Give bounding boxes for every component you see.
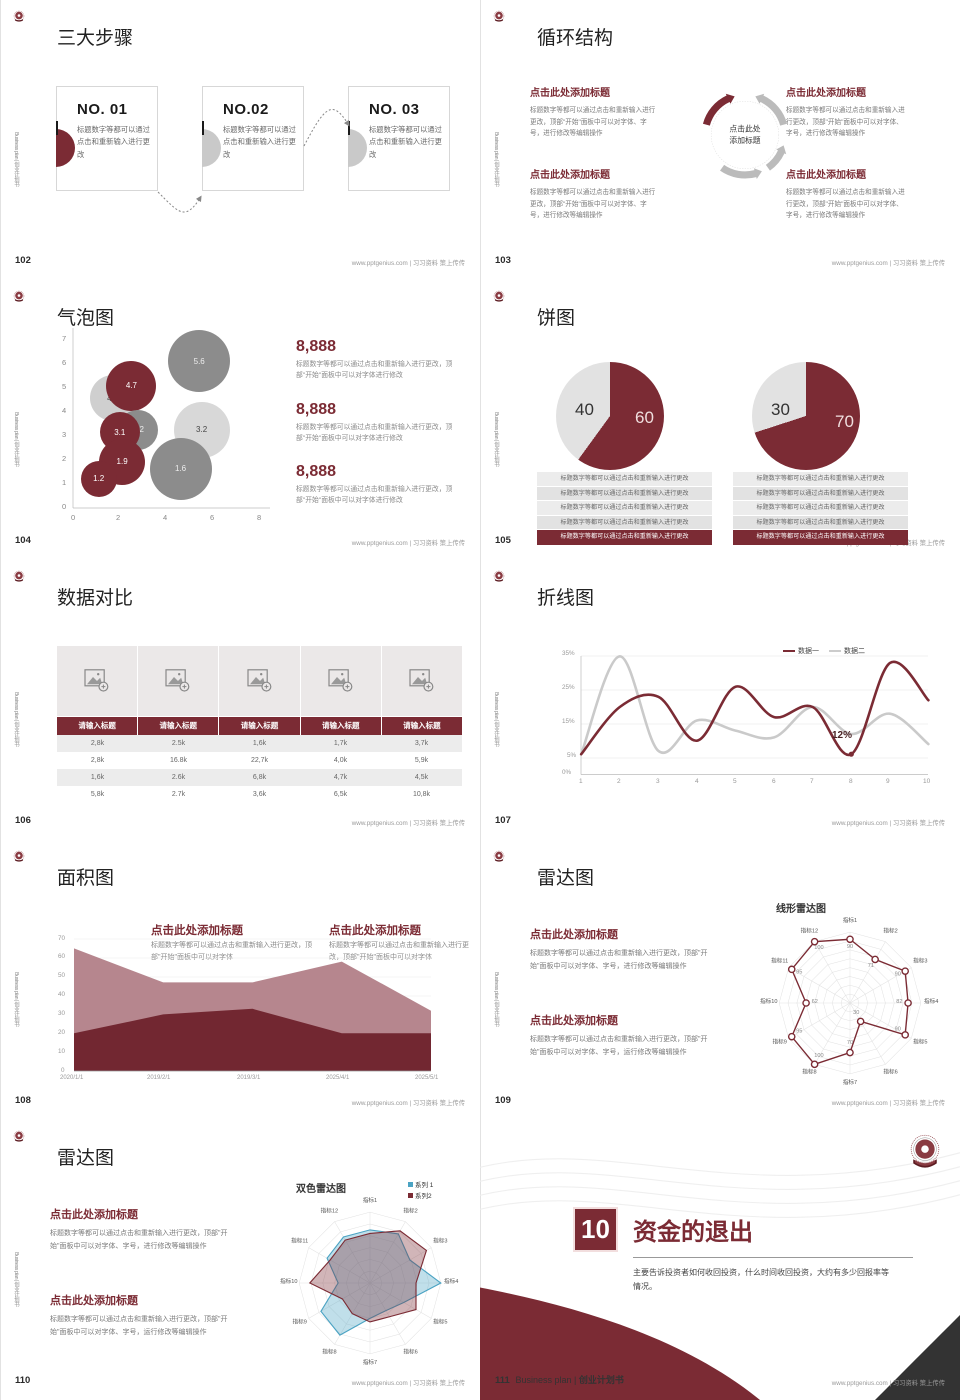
svg-text:82: 82 <box>896 999 902 1005</box>
svg-text:指标2: 指标2 <box>883 927 897 935</box>
svg-text:指标2: 指标2 <box>403 1207 417 1215</box>
svg-text:指标3: 指标3 <box>913 956 927 964</box>
svg-text:指标8: 指标8 <box>802 1067 816 1075</box>
svg-text:指标12: 指标12 <box>321 1207 338 1215</box>
svg-text:指标9: 指标9 <box>773 1038 787 1046</box>
svg-text:指标11: 指标11 <box>771 956 788 964</box>
svg-text:指标11: 指标11 <box>291 1236 308 1244</box>
svg-text:100: 100 <box>814 1053 823 1059</box>
svg-text:指标10: 指标10 <box>280 1277 297 1285</box>
svg-text:指标10: 指标10 <box>760 997 777 1005</box>
svg-text:指标3: 指标3 <box>433 1236 447 1244</box>
svg-text:100: 100 <box>814 945 823 951</box>
svg-text:指标1: 指标1 <box>363 1196 377 1204</box>
svg-text:指标6: 指标6 <box>883 1067 897 1075</box>
svg-text:指标4: 指标4 <box>444 1277 458 1285</box>
svg-text:90: 90 <box>847 944 853 950</box>
svg-text:指标8: 指标8 <box>322 1347 336 1355</box>
svg-text:指标5: 指标5 <box>913 1038 927 1046</box>
svg-text:12%: 12% <box>832 730 852 741</box>
svg-text:指标9: 指标9 <box>293 1318 307 1326</box>
svg-text:95: 95 <box>796 970 802 976</box>
svg-text:指标12: 指标12 <box>801 927 818 935</box>
svg-text:指标1: 指标1 <box>843 916 857 924</box>
svg-text:点击此处: 点击此处 <box>729 124 760 134</box>
svg-text:71: 71 <box>868 963 874 969</box>
svg-text:指标5: 指标5 <box>433 1318 447 1326</box>
svg-text:指标7: 指标7 <box>843 1078 857 1086</box>
svg-text:90: 90 <box>895 1027 901 1033</box>
svg-text:70: 70 <box>847 1040 853 1046</box>
svg-text:添加标题: 添加标题 <box>729 135 760 145</box>
svg-text:62: 62 <box>812 999 818 1005</box>
svg-text:90: 90 <box>895 971 901 977</box>
svg-text:95: 95 <box>796 1028 802 1034</box>
svg-text:指标6: 指标6 <box>403 1347 417 1355</box>
svg-text:指标4: 指标4 <box>924 997 938 1005</box>
svg-text:30: 30 <box>853 1010 859 1016</box>
svg-text:指标7: 指标7 <box>363 1358 377 1366</box>
